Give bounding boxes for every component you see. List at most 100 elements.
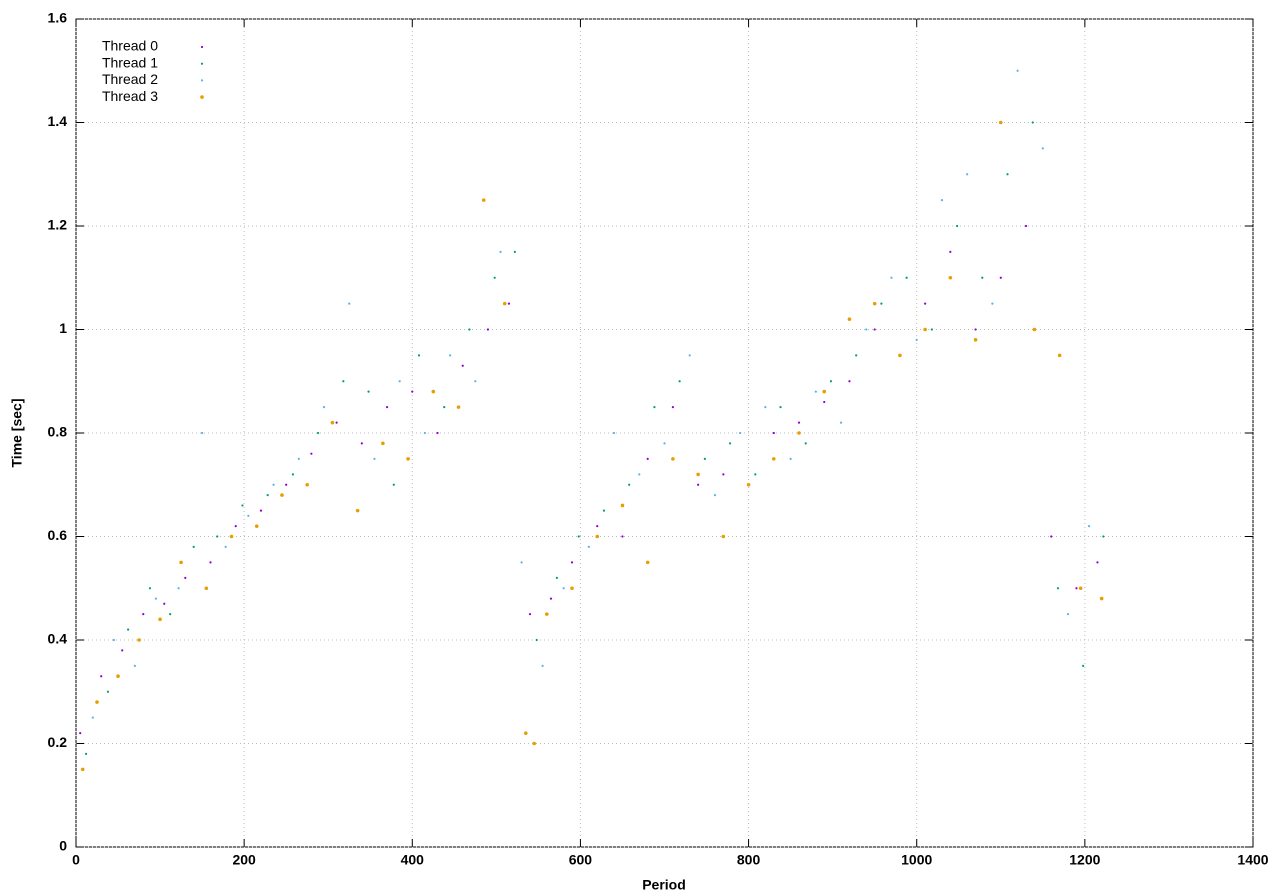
point (106, 690, 110, 693)
point (385, 406, 389, 409)
point (241, 504, 244, 507)
point (981, 276, 984, 279)
point (653, 406, 656, 409)
point (234, 525, 237, 528)
legend-label: Thread 0 (102, 38, 158, 54)
point (948, 275, 953, 280)
point (1102, 535, 1105, 538)
point (678, 380, 681, 383)
point (865, 328, 868, 331)
point (754, 473, 757, 476)
point (721, 534, 726, 539)
point (949, 250, 952, 253)
point (127, 628, 130, 631)
point (502, 301, 507, 306)
point (216, 535, 219, 538)
point (612, 431, 616, 435)
point (158, 617, 162, 622)
point (779, 406, 782, 409)
point (789, 457, 792, 460)
point (305, 482, 309, 487)
legend-label: Thread 1 (102, 54, 158, 70)
y-tick-label: 0.4 (48, 631, 68, 647)
point (549, 597, 553, 600)
point (406, 457, 410, 461)
point (468, 328, 471, 331)
point (142, 613, 145, 616)
point (829, 380, 833, 383)
point (310, 452, 313, 455)
point (474, 380, 477, 383)
point (169, 613, 172, 616)
point (966, 173, 969, 176)
point (587, 545, 590, 548)
point (991, 302, 994, 305)
point (797, 421, 801, 424)
point (1041, 147, 1044, 150)
point (822, 389, 827, 394)
point (247, 514, 250, 517)
point (360, 442, 363, 445)
point (532, 741, 536, 746)
point (872, 301, 877, 306)
point (688, 354, 691, 357)
point (671, 457, 675, 461)
point (930, 328, 933, 331)
point (133, 664, 136, 667)
point (696, 472, 700, 477)
point (272, 483, 275, 486)
point (1016, 69, 1019, 72)
point (628, 483, 631, 486)
y-tick-label: 1.4 (48, 113, 68, 129)
x-tick-label: 200 (232, 852, 256, 868)
point (411, 390, 414, 393)
point (1057, 353, 1062, 358)
point (381, 441, 385, 446)
point (330, 420, 335, 425)
point (348, 302, 351, 305)
point (423, 431, 426, 435)
point (486, 328, 490, 331)
point (100, 675, 103, 678)
point (577, 535, 580, 538)
point (898, 353, 902, 358)
point (999, 276, 1002, 279)
point (772, 431, 775, 435)
point (602, 509, 606, 512)
point (973, 338, 978, 342)
point (1087, 525, 1091, 528)
y-tick-label: 0.6 (48, 527, 68, 543)
x-tick-label: 1400 (1237, 852, 1268, 868)
point (177, 587, 180, 590)
point (285, 483, 288, 486)
point (355, 508, 360, 513)
point (703, 457, 706, 460)
point (266, 494, 269, 497)
point (746, 482, 751, 487)
y-tick-label: 1.6 (48, 10, 68, 26)
legend-marker (200, 95, 204, 99)
point (839, 421, 843, 424)
point (880, 302, 883, 305)
x-tick-label: 800 (737, 852, 761, 868)
point (823, 400, 826, 404)
x-axis-label: Period (642, 877, 686, 893)
point (443, 406, 446, 409)
point (1050, 535, 1053, 538)
point (91, 716, 94, 719)
point (620, 503, 625, 508)
point (79, 732, 82, 735)
point (940, 199, 944, 202)
point (924, 302, 927, 305)
point (535, 638, 538, 642)
point (541, 664, 544, 667)
point (848, 380, 851, 383)
point (507, 302, 511, 305)
point (671, 406, 675, 409)
point (523, 731, 528, 735)
point (663, 442, 666, 445)
point (570, 561, 574, 564)
point (1031, 121, 1034, 124)
